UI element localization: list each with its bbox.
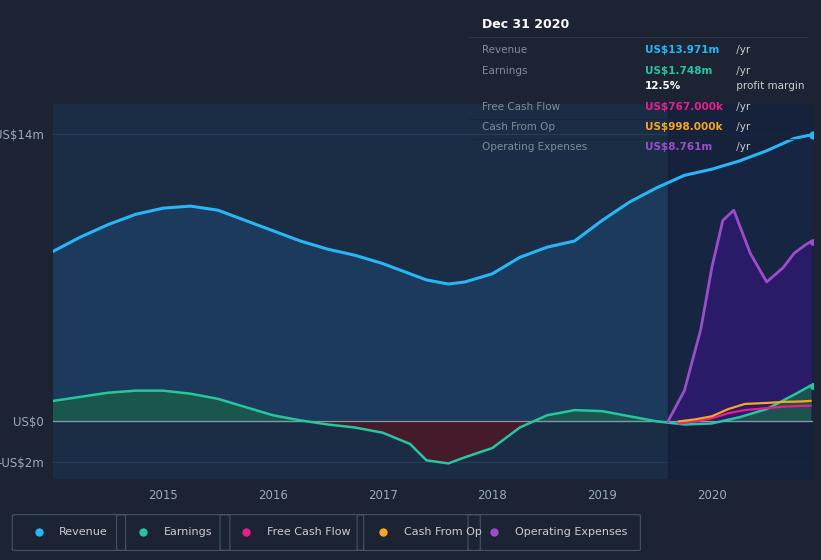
Text: Cash From Op: Cash From Op [482, 122, 554, 132]
Text: US$998.000k: US$998.000k [644, 122, 722, 132]
Text: US$8.761m: US$8.761m [644, 142, 712, 152]
Text: Operating Expenses: Operating Expenses [482, 142, 587, 152]
Text: Revenue: Revenue [59, 527, 108, 537]
Text: /yr: /yr [733, 142, 750, 152]
Text: Revenue: Revenue [482, 45, 527, 55]
Text: Earnings: Earnings [482, 66, 527, 76]
Text: /yr: /yr [733, 122, 750, 132]
Polygon shape [668, 104, 813, 479]
Text: Free Cash Flow: Free Cash Flow [267, 527, 351, 537]
Text: Dec 31 2020: Dec 31 2020 [482, 18, 569, 31]
Text: US$767.000k: US$767.000k [644, 102, 722, 111]
Text: Operating Expenses: Operating Expenses [515, 527, 627, 537]
Text: Earnings: Earnings [163, 527, 212, 537]
Text: Cash From Op: Cash From Op [404, 527, 482, 537]
Text: /yr: /yr [733, 45, 750, 55]
Text: US$1.748m: US$1.748m [644, 66, 712, 76]
Text: /yr: /yr [733, 102, 750, 111]
Text: US$13.971m: US$13.971m [644, 45, 719, 55]
Text: profit margin: profit margin [733, 81, 805, 91]
Text: /yr: /yr [733, 66, 750, 76]
Text: Free Cash Flow: Free Cash Flow [482, 102, 560, 111]
Text: 12.5%: 12.5% [644, 81, 681, 91]
